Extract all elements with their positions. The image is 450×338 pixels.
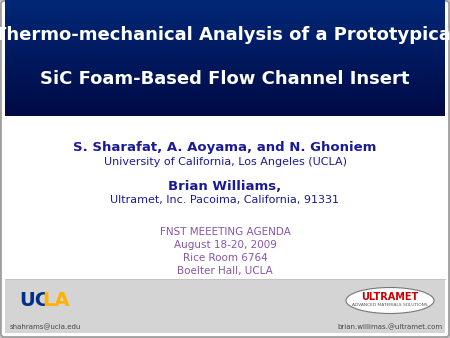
Text: brian.willimas.@ultramet.com: brian.willimas.@ultramet.com bbox=[338, 324, 442, 330]
Bar bbox=[5, 10, 445, 14]
Bar bbox=[5, 24, 445, 27]
Bar bbox=[5, 88, 445, 91]
Bar bbox=[5, 28, 445, 31]
Bar bbox=[5, 30, 445, 33]
Bar bbox=[5, 13, 445, 16]
Bar bbox=[5, 49, 445, 52]
Bar bbox=[5, 51, 445, 54]
Bar bbox=[5, 0, 445, 117]
Text: S. Sharafat, A. Aoyama, and N. Ghoniem: S. Sharafat, A. Aoyama, and N. Ghoniem bbox=[73, 142, 377, 154]
Bar bbox=[5, 38, 445, 41]
Text: SiC Foam-Based Flow Channel Insert: SiC Foam-Based Flow Channel Insert bbox=[40, 70, 410, 88]
Bar bbox=[5, 32, 445, 35]
Ellipse shape bbox=[346, 288, 434, 314]
Bar bbox=[5, 105, 445, 108]
Bar bbox=[5, 20, 445, 23]
Bar bbox=[5, 98, 445, 100]
Text: UC: UC bbox=[19, 291, 49, 310]
Bar bbox=[5, 59, 445, 62]
Bar bbox=[5, 44, 445, 46]
Text: LA: LA bbox=[42, 291, 70, 310]
Bar bbox=[5, 1, 445, 4]
Text: Brian Williams,: Brian Williams, bbox=[168, 179, 282, 193]
Bar bbox=[5, 71, 445, 73]
Bar bbox=[5, 0, 445, 2]
Bar bbox=[5, 96, 445, 99]
Bar bbox=[5, 74, 445, 77]
Text: Boelter Hall, UCLA: Boelter Hall, UCLA bbox=[177, 266, 273, 276]
Text: Thermo-mechanical Analysis of a Prototypical: Thermo-mechanical Analysis of a Prototyp… bbox=[0, 26, 450, 44]
Bar bbox=[5, 15, 445, 17]
Bar bbox=[5, 57, 445, 60]
Bar bbox=[5, 67, 445, 70]
Bar bbox=[5, 69, 445, 72]
Bar bbox=[5, 99, 445, 102]
Text: Rice Room 6764: Rice Room 6764 bbox=[183, 253, 267, 263]
Bar bbox=[5, 61, 445, 64]
Bar bbox=[5, 47, 445, 50]
Bar bbox=[5, 22, 445, 25]
Bar bbox=[5, 63, 445, 66]
Bar bbox=[5, 53, 445, 56]
Bar bbox=[5, 103, 445, 106]
Text: August 18-20, 2009: August 18-20, 2009 bbox=[174, 240, 276, 250]
Bar bbox=[5, 101, 445, 104]
Text: ULTRAMET: ULTRAMET bbox=[361, 291, 418, 301]
Bar bbox=[5, 90, 445, 93]
Bar bbox=[5, 9, 445, 11]
Bar bbox=[5, 18, 445, 21]
Bar bbox=[5, 78, 445, 81]
Bar bbox=[5, 109, 445, 112]
Bar bbox=[5, 92, 445, 95]
Text: shahrams@ucla.edu: shahrams@ucla.edu bbox=[9, 324, 81, 330]
Bar bbox=[5, 82, 445, 85]
Bar bbox=[5, 72, 445, 75]
Bar bbox=[5, 55, 445, 58]
Bar bbox=[5, 7, 445, 10]
Bar bbox=[5, 45, 445, 48]
Bar bbox=[5, 36, 445, 39]
Bar bbox=[5, 34, 445, 37]
Bar bbox=[5, 17, 445, 19]
Text: FNST MEEETING AGENDA: FNST MEEETING AGENDA bbox=[160, 227, 290, 237]
Bar bbox=[5, 5, 445, 8]
Bar bbox=[5, 80, 445, 83]
Bar bbox=[5, 65, 445, 68]
Bar bbox=[5, 280, 445, 333]
Bar bbox=[5, 3, 445, 6]
Bar bbox=[5, 84, 445, 87]
Bar bbox=[5, 42, 445, 45]
Text: ADVANCED MATERIALS SOLUTIONS: ADVANCED MATERIALS SOLUTIONS bbox=[352, 303, 428, 307]
Bar bbox=[5, 26, 445, 29]
Bar bbox=[5, 111, 445, 114]
Text: Ultramet, Inc. Pacoima, California, 91331: Ultramet, Inc. Pacoima, California, 9133… bbox=[111, 195, 339, 205]
Bar bbox=[5, 76, 445, 79]
Bar bbox=[5, 107, 445, 110]
Text: University of California, Los Angeles (UCLA): University of California, Los Angeles (U… bbox=[104, 157, 346, 167]
Bar bbox=[5, 86, 445, 89]
Bar bbox=[5, 113, 445, 116]
Bar bbox=[5, 40, 445, 43]
Bar bbox=[5, 94, 445, 97]
